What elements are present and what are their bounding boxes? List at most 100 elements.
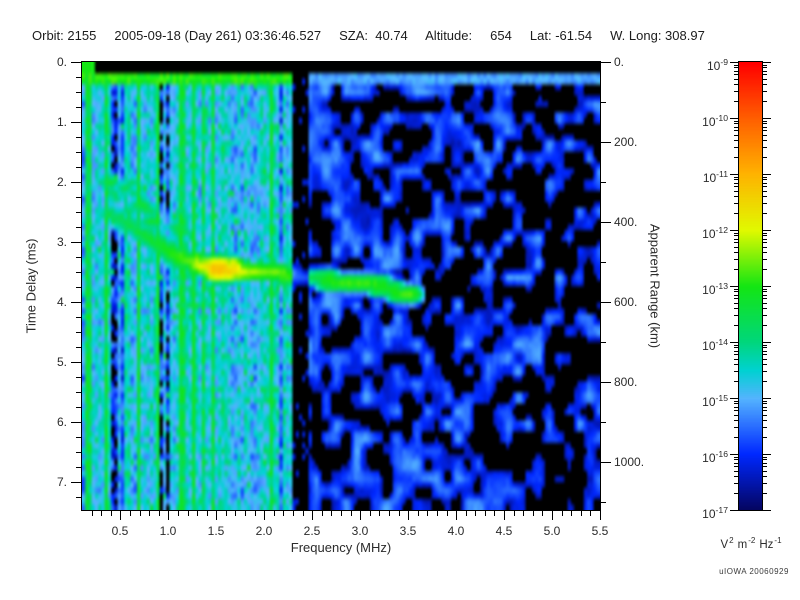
x-minor-tick	[303, 511, 304, 516]
cbar-major-tick	[730, 510, 738, 511]
x-minor-tick	[494, 511, 495, 516]
x-minor-tick	[255, 511, 256, 516]
x-tick-label: 3.5	[399, 524, 417, 538]
cbar-minor-tick	[734, 457, 738, 458]
cbar-minor-tick	[734, 483, 738, 484]
cbar-minor-tick	[734, 130, 738, 131]
cbar-minor-tick	[734, 65, 738, 66]
cbar-minor-tick	[734, 359, 738, 360]
cbar-major-tick	[730, 174, 738, 175]
x-tick-label: 5.0	[543, 524, 561, 538]
y-minor-tick	[76, 167, 81, 168]
x-minor-tick	[475, 511, 476, 516]
cbar-tick-label: 10-10	[702, 113, 728, 129]
cbar-tick-label: 10-11	[702, 169, 728, 185]
cbar-minor-tick	[734, 371, 738, 372]
cbar-minor-tick	[763, 371, 767, 372]
cbar-minor-tick	[734, 476, 738, 477]
x-major-tick	[600, 511, 601, 520]
cbar-minor-tick	[734, 252, 738, 253]
cbar-major-tick	[730, 342, 738, 343]
x-minor-tick	[370, 511, 371, 516]
cbar-tick-label: 10-13	[702, 281, 728, 297]
x-major-tick	[312, 511, 313, 520]
x-minor-tick	[331, 511, 332, 516]
cbar-minor-tick	[763, 91, 767, 92]
cbar-minor-tick	[763, 196, 767, 197]
x-minor-tick	[533, 511, 534, 516]
cbar-minor-tick	[763, 79, 767, 80]
cbar-minor-tick	[763, 347, 767, 348]
cbar-minor-tick	[763, 381, 767, 382]
y-tick-label: 2.	[56, 175, 67, 189]
cbar-minor-tick	[763, 259, 767, 260]
cbar-minor-tick	[763, 295, 767, 296]
x-minor-tick	[399, 511, 400, 516]
cbar-minor-tick	[763, 135, 767, 136]
cbar-minor-tick	[763, 466, 767, 467]
cbar-minor-tick	[763, 191, 767, 192]
y2-minor-tick	[601, 502, 606, 503]
x-minor-tick	[140, 511, 141, 516]
y2-axis-title: Apparent Range (km)	[647, 223, 663, 349]
y-minor-tick	[76, 77, 81, 78]
y2-minor-tick	[601, 422, 606, 423]
cbar-minor-tick	[763, 415, 767, 416]
cbar-minor-tick	[763, 65, 767, 66]
y-major-tick	[71, 362, 81, 363]
cbar-minor-tick	[734, 351, 738, 352]
cbar-minor-tick	[734, 213, 738, 214]
cbar-minor-tick	[763, 269, 767, 270]
cbar-tick-label: 10-14	[702, 337, 728, 353]
unit-part: V2	[720, 536, 734, 551]
y-minor-tick	[76, 407, 81, 408]
x-major-tick	[168, 511, 169, 520]
cbar-major-tick	[730, 454, 738, 455]
cbar-major-tick	[730, 118, 738, 119]
cbar-minor-tick	[734, 415, 738, 416]
y2-major-tick	[601, 462, 611, 463]
y-minor-tick	[76, 317, 81, 318]
y2-major-tick	[601, 382, 611, 383]
y-minor-tick	[76, 332, 81, 333]
cbar-tick-label: 10-17	[702, 505, 728, 521]
y-minor-tick	[76, 212, 81, 213]
cbar-minor-tick	[763, 457, 767, 458]
cbar-major-tick	[730, 62, 738, 63]
x-minor-tick	[245, 511, 246, 516]
cbar-minor-tick	[763, 71, 767, 72]
x-minor-tick	[283, 511, 284, 516]
y-tick-label: 0.	[56, 55, 67, 69]
colorbar-unit-label: V2 m-2 Hz-1	[703, 536, 799, 551]
cbar-minor-tick	[734, 191, 738, 192]
x-tick-label: 0.5	[111, 524, 129, 538]
cbar-minor-tick	[734, 325, 738, 326]
cbar-minor-tick	[763, 401, 767, 402]
y-tick-label: 5.	[56, 355, 67, 369]
cbar-minor-tick	[763, 157, 767, 158]
cbar-minor-tick	[763, 463, 767, 464]
x-minor-tick	[207, 511, 208, 516]
x-major-tick	[504, 511, 505, 520]
x-minor-tick	[571, 511, 572, 516]
unit-part: m-2	[737, 536, 756, 551]
x-minor-tick	[562, 511, 563, 516]
cbar-minor-tick	[734, 203, 738, 204]
y-minor-tick	[76, 497, 81, 498]
y-major-tick	[71, 422, 81, 423]
x-minor-tick	[418, 511, 419, 516]
x-minor-tick	[226, 511, 227, 516]
cbar-minor-tick	[734, 493, 738, 494]
y2-minor-tick	[601, 182, 606, 183]
y2-minor-tick	[601, 342, 606, 343]
x-minor-tick	[130, 511, 131, 516]
cbar-minor-tick	[763, 179, 767, 180]
cbar-minor-tick	[763, 483, 767, 484]
cbar-minor-tick	[763, 130, 767, 131]
cbar-minor-tick	[734, 74, 738, 75]
y-minor-tick	[76, 257, 81, 258]
cbar-minor-tick	[734, 347, 738, 348]
cbar-minor-tick	[763, 242, 767, 243]
cbar-minor-tick	[734, 354, 738, 355]
y-minor-tick	[76, 452, 81, 453]
